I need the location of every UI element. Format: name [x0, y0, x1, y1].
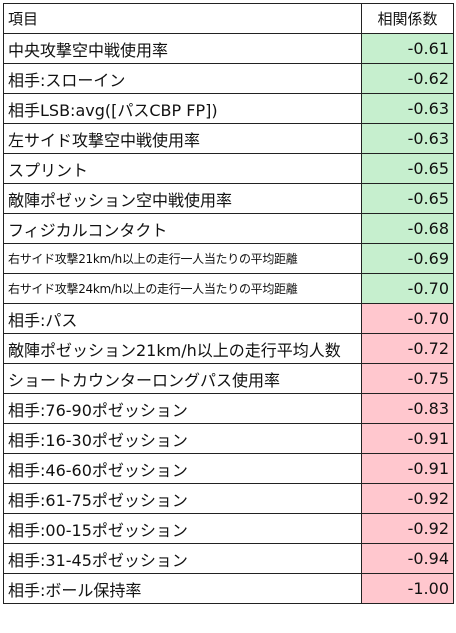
correlation-cell: -0.63: [361, 93, 454, 124]
item-cell: 相手:パス: [3, 303, 362, 334]
item-cell: 相手:スローイン: [3, 63, 362, 94]
table-row: 相手:31-45ポゼッション -0.94: [3, 543, 454, 574]
table-row: ショートカウンターロングパス使用率 -0.75: [3, 363, 454, 394]
item-cell: 相手:46-60ポゼッション: [3, 453, 362, 484]
item-cell: 相手:61-75ポゼッション: [3, 483, 362, 514]
correlation-cell: -0.65: [361, 153, 454, 184]
correlation-table: 項目 相関係数 中央攻撃空中戦使用率 -0.61 相手:スローイン -0.62 相手LS…: [3, 3, 454, 604]
table-body: 中央攻撃空中戦使用率 -0.61 相手:スローイン -0.62 相手LSB:avg([パ…: [3, 33, 454, 604]
correlation-cell: -1.00: [361, 573, 454, 604]
header-item: 項目: [3, 3, 362, 34]
correlation-cell: -0.69: [361, 243, 454, 274]
table-row: 左サイド攻撃空中戦使用率 -0.63: [3, 123, 454, 154]
item-cell: ショートカウンターロングパス使用率: [3, 363, 362, 394]
table-row: 相手LSB:avg([パスCBP FP]) -0.63: [3, 93, 454, 124]
item-cell: 敵陣ポゼッション21km/h以上の走行平均人数: [3, 333, 362, 364]
item-cell: 相手LSB:avg([パスCBP FP]): [3, 93, 362, 124]
item-cell: 相手:ボール保持率: [3, 573, 362, 604]
correlation-cell: -0.92: [361, 483, 454, 514]
item-cell: 相手:76-90ポゼッション: [3, 393, 362, 424]
table-row: 相手:46-60ポゼッション -0.91: [3, 453, 454, 484]
item-cell: 右サイド攻撃24km/h以上の走行一人当たりの平均距離: [3, 273, 362, 304]
correlation-cell: -0.65: [361, 183, 454, 214]
correlation-cell: -0.68: [361, 213, 454, 244]
table-row: 相手:ボール保持率 -1.00: [3, 573, 454, 604]
item-cell: スプリント: [3, 153, 362, 184]
table-row: 敵陣ポゼッション21km/h以上の走行平均人数 -0.72: [3, 333, 454, 364]
table-row: 相手:パス -0.70: [3, 303, 454, 334]
item-cell: 相手:16-30ポゼッション: [3, 423, 362, 454]
correlation-cell: -0.91: [361, 453, 454, 484]
header-correlation: 相関係数: [361, 3, 454, 34]
item-cell: 相手:31-45ポゼッション: [3, 543, 362, 574]
table-row: 相手:16-30ポゼッション -0.91: [3, 423, 454, 454]
item-cell: 中央攻撃空中戦使用率: [3, 33, 362, 64]
correlation-cell: -0.70: [361, 303, 454, 334]
table-row: スプリント -0.65: [3, 153, 454, 184]
table-row: 相手:スローイン -0.62: [3, 63, 454, 94]
item-cell: 相手:00-15ポゼッション: [3, 513, 362, 544]
correlation-cell: -0.94: [361, 543, 454, 574]
correlation-cell: -0.83: [361, 393, 454, 424]
correlation-cell: -0.91: [361, 423, 454, 454]
item-cell: 右サイド攻撃21km/h以上の走行一人当たりの平均距離: [3, 243, 362, 274]
table-row: 右サイド攻撃21km/h以上の走行一人当たりの平均距離 -0.69: [3, 243, 454, 274]
correlation-cell: -0.72: [361, 333, 454, 364]
correlation-cell: -0.92: [361, 513, 454, 544]
item-cell: 左サイド攻撃空中戦使用率: [3, 123, 362, 154]
header-row: 項目 相関係数: [3, 3, 454, 34]
table-row: 相手:61-75ポゼッション -0.92: [3, 483, 454, 514]
item-cell: フィジカルコンタクト: [3, 213, 362, 244]
table-row: フィジカルコンタクト -0.68: [3, 213, 454, 244]
item-cell: 敵陣ポゼッション空中戦使用率: [3, 183, 362, 214]
table-row: 敵陣ポゼッション空中戦使用率 -0.65: [3, 183, 454, 214]
table-row: 中央攻撃空中戦使用率 -0.61: [3, 33, 454, 64]
table-row: 右サイド攻撃24km/h以上の走行一人当たりの平均距離 -0.70: [3, 273, 454, 304]
correlation-cell: -0.75: [361, 363, 454, 394]
table-row: 相手:00-15ポゼッション -0.92: [3, 513, 454, 544]
correlation-cell: -0.63: [361, 123, 454, 154]
correlation-cell: -0.61: [361, 33, 454, 64]
correlation-cell: -0.62: [361, 63, 454, 94]
table-row: 相手:76-90ポゼッション -0.83: [3, 393, 454, 424]
correlation-cell: -0.70: [361, 273, 454, 304]
